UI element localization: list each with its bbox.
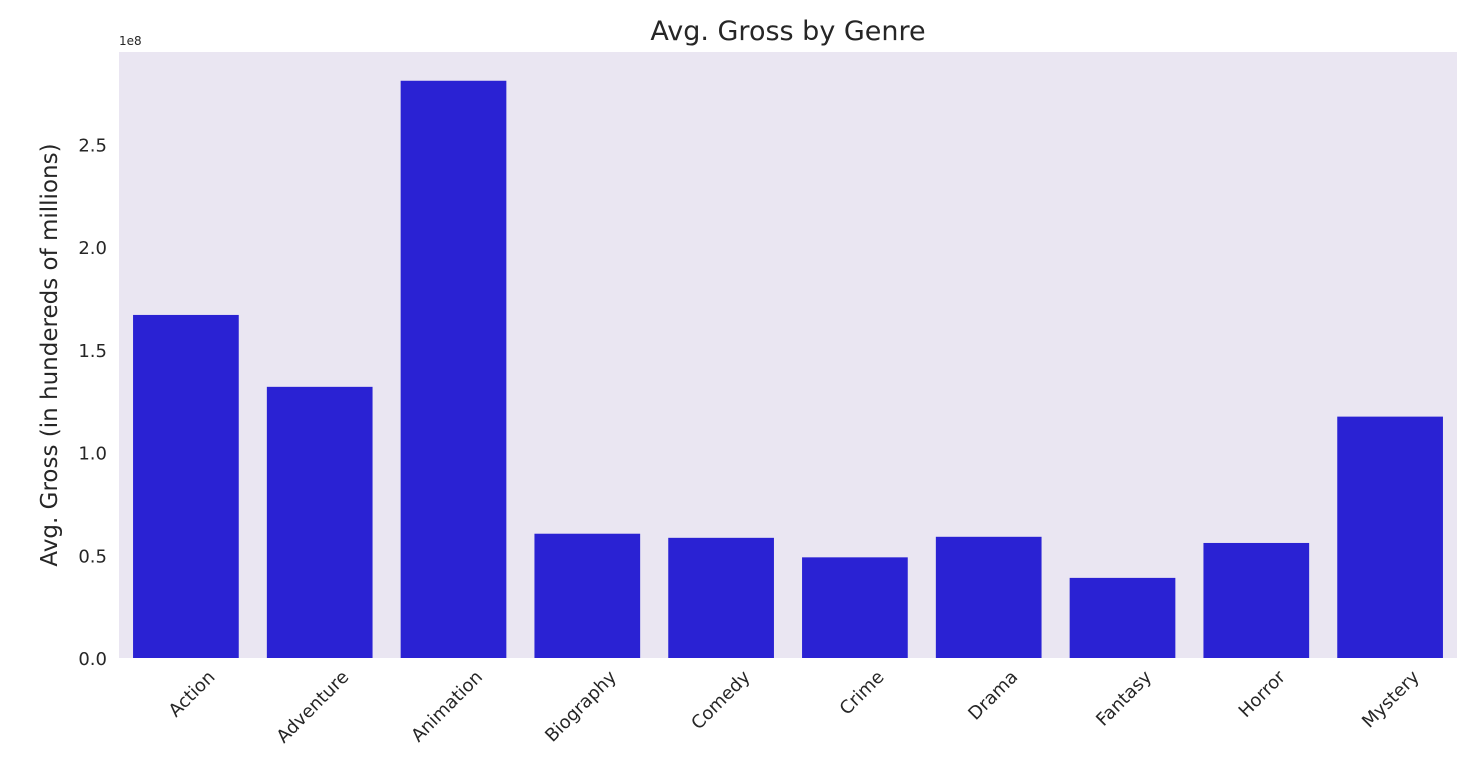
x-tick-label: Animation — [407, 667, 487, 747]
y-tick-label: 0.5 — [78, 546, 107, 567]
chart-title: Avg. Gross by Genre — [650, 16, 925, 47]
y-axis-ticks: 0.0 0.5 1.0 1.5 2.0 2.5 — [78, 135, 107, 670]
y-tick-label: 2.5 — [78, 135, 107, 156]
y-tick-label: 1.5 — [78, 341, 107, 362]
bar-crime — [802, 557, 908, 658]
y-tick-label: 0.0 — [78, 649, 107, 670]
x-tick-label: Fantasy — [1092, 666, 1156, 730]
x-tick-label: Drama — [964, 667, 1022, 725]
x-tick-label: Adventure — [273, 667, 354, 748]
y-tick-label: 1.0 — [78, 444, 107, 465]
y-axis-label: Avg. Gross (in hundereds of millions) — [37, 143, 63, 566]
y-tick-label: 2.0 — [78, 238, 107, 259]
bar-mystery — [1337, 416, 1443, 658]
bar-drama — [935, 536, 1042, 658]
x-tick-label: Crime — [836, 667, 889, 720]
x-tick-label: Mystery — [1358, 666, 1424, 732]
x-tick-label: Action — [165, 667, 220, 722]
bar-action — [133, 314, 239, 658]
bar-comedy — [668, 537, 774, 658]
x-tick-label: Horror — [1235, 666, 1291, 722]
bar-fantasy — [1069, 577, 1176, 658]
bars-group — [133, 80, 1443, 658]
x-axis-ticks: Action Adventure Animation Biography Comedy C… — [165, 666, 1424, 747]
x-tick-label: Biography — [541, 666, 621, 746]
bar-horror — [1203, 542, 1310, 658]
bar-animation — [400, 80, 507, 658]
bar-adventure — [266, 386, 373, 658]
x-tick-label: Comedy — [687, 666, 755, 734]
y-axis-offset-label: 1e8 — [119, 34, 142, 48]
bar-biography — [534, 533, 641, 658]
